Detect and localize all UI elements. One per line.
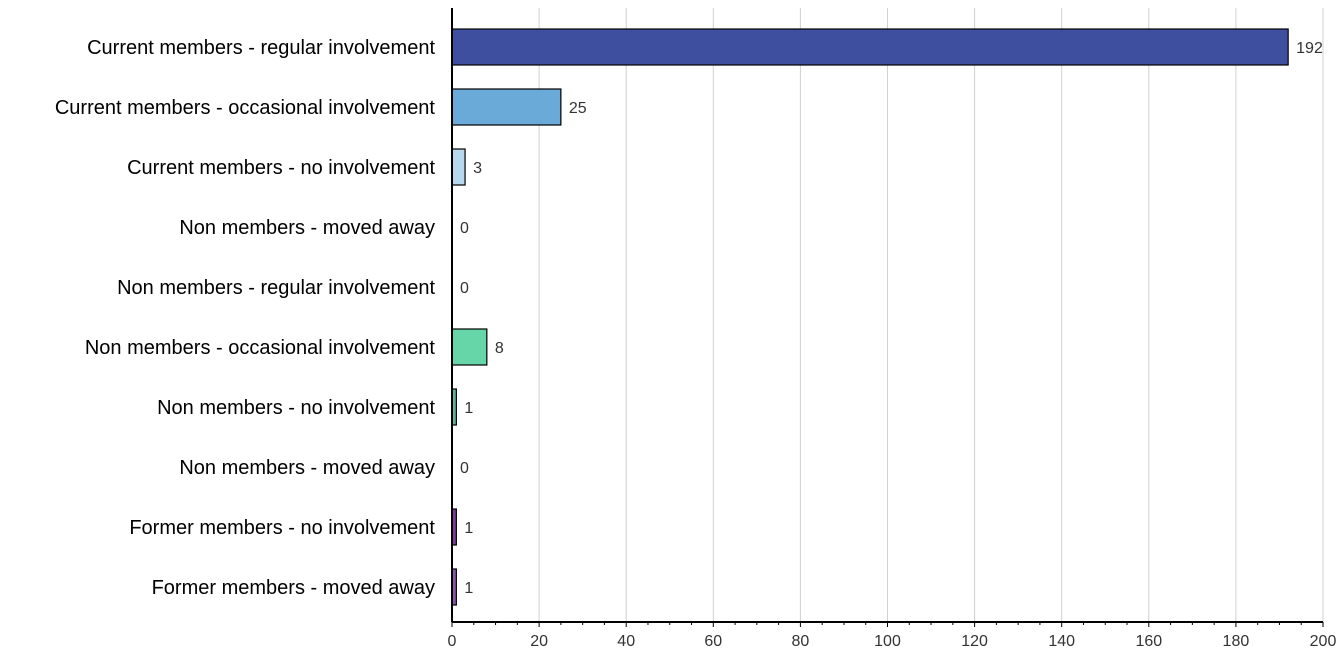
category-label: Former members - moved away [152,577,435,599]
x-tick-label: 140 [1048,633,1075,650]
value-label: 25 [569,100,587,117]
category-label: Non members - moved away [179,217,435,239]
value-label: 0 [460,460,469,477]
x-tick-label: 80 [792,633,810,650]
category-label: Former members - no involvement [129,517,435,539]
x-tick-label: 100 [874,633,901,650]
bar-1 [451,88,562,126]
value-label: 8 [495,340,504,357]
value-label: 1 [464,520,473,537]
x-tick-label: 120 [961,633,988,650]
bar-0 [451,28,1289,66]
category-label: Current members - regular involvement [87,37,435,59]
value-label: 0 [460,280,469,297]
grid-lines [538,8,1324,622]
x-axis-ticks: 0 20 40 60 80 100 120 140 160 180 200 [448,622,1337,650]
category-labels: Current members - regular involvement Cur… [55,37,436,599]
category-label: Non members - moved away [179,457,435,479]
x-tick-label: 160 [1135,633,1162,650]
x-tick-label: 40 [617,633,635,650]
x-tick-label: 200 [1310,633,1337,650]
x-tick-label: 20 [530,633,548,650]
x-tick-label: 180 [1223,633,1250,650]
bar-5 [451,328,488,366]
value-label: 0 [460,220,469,237]
value-labels: 192 25 3 0 0 8 1 0 1 1 [460,40,1323,597]
value-label: 1 [464,580,473,597]
category-label: Non members - regular involvement [117,277,435,299]
category-label: Non members - no involvement [157,397,435,419]
x-tick-label: 60 [704,633,722,650]
category-label: Non members - occasional involvement [85,337,436,359]
bar-2 [451,148,466,186]
value-label: 1 [464,400,473,417]
bars [451,28,1289,606]
category-label: Current members - occasional involvement [55,97,436,119]
value-label: 3 [473,160,482,177]
x-tick-label: 0 [448,633,457,650]
value-label: 192 [1296,40,1323,57]
category-label: Current members - no involvement [127,157,435,179]
